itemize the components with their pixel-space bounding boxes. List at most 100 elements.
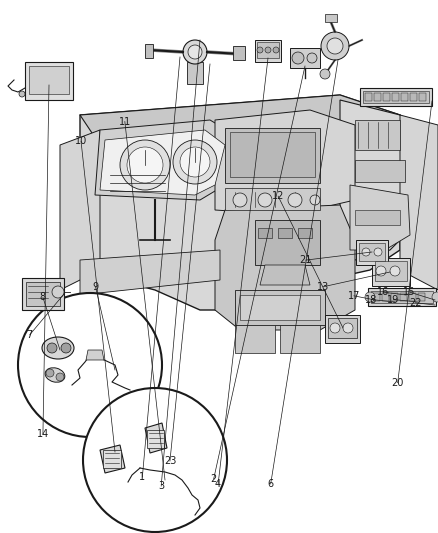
- Circle shape: [180, 147, 210, 177]
- Polygon shape: [350, 185, 410, 250]
- Bar: [298, 228, 312, 238]
- Circle shape: [18, 293, 162, 437]
- Polygon shape: [145, 423, 167, 453]
- Bar: [25, 62, 73, 100]
- Text: 1: 1: [139, 472, 145, 482]
- Circle shape: [127, 147, 163, 183]
- Bar: [392, 93, 399, 101]
- Circle shape: [432, 292, 438, 302]
- Bar: [255, 220, 320, 265]
- Circle shape: [188, 45, 202, 59]
- Bar: [375, 261, 407, 281]
- Bar: [280, 325, 320, 353]
- Text: 16: 16: [377, 287, 389, 297]
- Bar: [360, 88, 432, 106]
- Circle shape: [292, 52, 304, 64]
- Bar: [233, 46, 245, 60]
- Text: 6: 6: [268, 479, 274, 489]
- Bar: [278, 228, 292, 238]
- Circle shape: [52, 286, 64, 298]
- Polygon shape: [340, 100, 415, 260]
- Ellipse shape: [45, 368, 65, 382]
- Bar: [235, 290, 325, 325]
- Polygon shape: [80, 95, 400, 310]
- Circle shape: [307, 53, 317, 63]
- Polygon shape: [95, 120, 235, 200]
- Circle shape: [183, 40, 207, 64]
- Circle shape: [310, 195, 320, 205]
- Text: 18: 18: [365, 295, 378, 304]
- Bar: [400, 293, 407, 301]
- Text: 15: 15: [403, 287, 416, 297]
- Circle shape: [365, 292, 375, 302]
- Text: 14: 14: [37, 430, 49, 439]
- Circle shape: [233, 193, 247, 207]
- Circle shape: [120, 140, 170, 190]
- Text: 11: 11: [119, 117, 131, 126]
- Circle shape: [343, 323, 353, 333]
- Text: 23: 23: [164, 456, 176, 466]
- Text: 13: 13: [317, 282, 329, 292]
- Bar: [187, 62, 203, 84]
- Text: 7: 7: [27, 330, 33, 340]
- Polygon shape: [60, 130, 100, 290]
- Bar: [22, 278, 64, 310]
- Bar: [383, 93, 390, 101]
- Polygon shape: [215, 110, 355, 215]
- Circle shape: [257, 47, 263, 53]
- Polygon shape: [100, 445, 125, 473]
- Circle shape: [47, 343, 57, 353]
- Circle shape: [376, 266, 386, 276]
- Text: 20: 20: [392, 378, 404, 387]
- Circle shape: [19, 91, 25, 97]
- Bar: [355, 120, 400, 150]
- Circle shape: [330, 323, 340, 333]
- Bar: [325, 315, 360, 343]
- Text: 21: 21: [300, 255, 312, 265]
- Circle shape: [46, 369, 54, 377]
- Bar: [419, 93, 426, 101]
- Circle shape: [288, 193, 302, 207]
- Circle shape: [362, 248, 370, 256]
- Bar: [255, 40, 281, 62]
- Circle shape: [173, 140, 217, 184]
- Circle shape: [61, 343, 71, 353]
- Polygon shape: [260, 265, 310, 285]
- Text: 12: 12: [272, 191, 284, 201]
- Bar: [328, 318, 357, 338]
- Bar: [145, 44, 153, 58]
- Bar: [372, 258, 410, 286]
- Circle shape: [265, 47, 271, 53]
- Bar: [356, 240, 388, 265]
- Polygon shape: [80, 95, 400, 145]
- Ellipse shape: [42, 337, 74, 359]
- Bar: [409, 293, 416, 301]
- Bar: [418, 293, 425, 301]
- Polygon shape: [400, 115, 438, 290]
- Circle shape: [320, 69, 330, 79]
- Bar: [401, 93, 408, 101]
- Bar: [359, 243, 385, 261]
- Text: 8: 8: [40, 293, 46, 302]
- Bar: [391, 293, 398, 301]
- Text: 19: 19: [387, 295, 399, 304]
- Polygon shape: [100, 130, 225, 195]
- Polygon shape: [80, 250, 220, 295]
- Bar: [240, 295, 320, 320]
- Circle shape: [258, 193, 272, 207]
- Bar: [355, 160, 405, 182]
- Bar: [373, 293, 380, 301]
- Circle shape: [390, 266, 400, 276]
- Bar: [325, 14, 337, 22]
- Polygon shape: [86, 350, 104, 360]
- Text: 10: 10: [75, 136, 87, 146]
- Circle shape: [327, 38, 343, 54]
- Text: 9: 9: [92, 282, 99, 292]
- Bar: [382, 293, 389, 301]
- Bar: [225, 128, 320, 183]
- Circle shape: [56, 373, 64, 381]
- Bar: [368, 288, 436, 306]
- Circle shape: [273, 47, 279, 53]
- Bar: [225, 188, 320, 210]
- Bar: [258, 228, 272, 238]
